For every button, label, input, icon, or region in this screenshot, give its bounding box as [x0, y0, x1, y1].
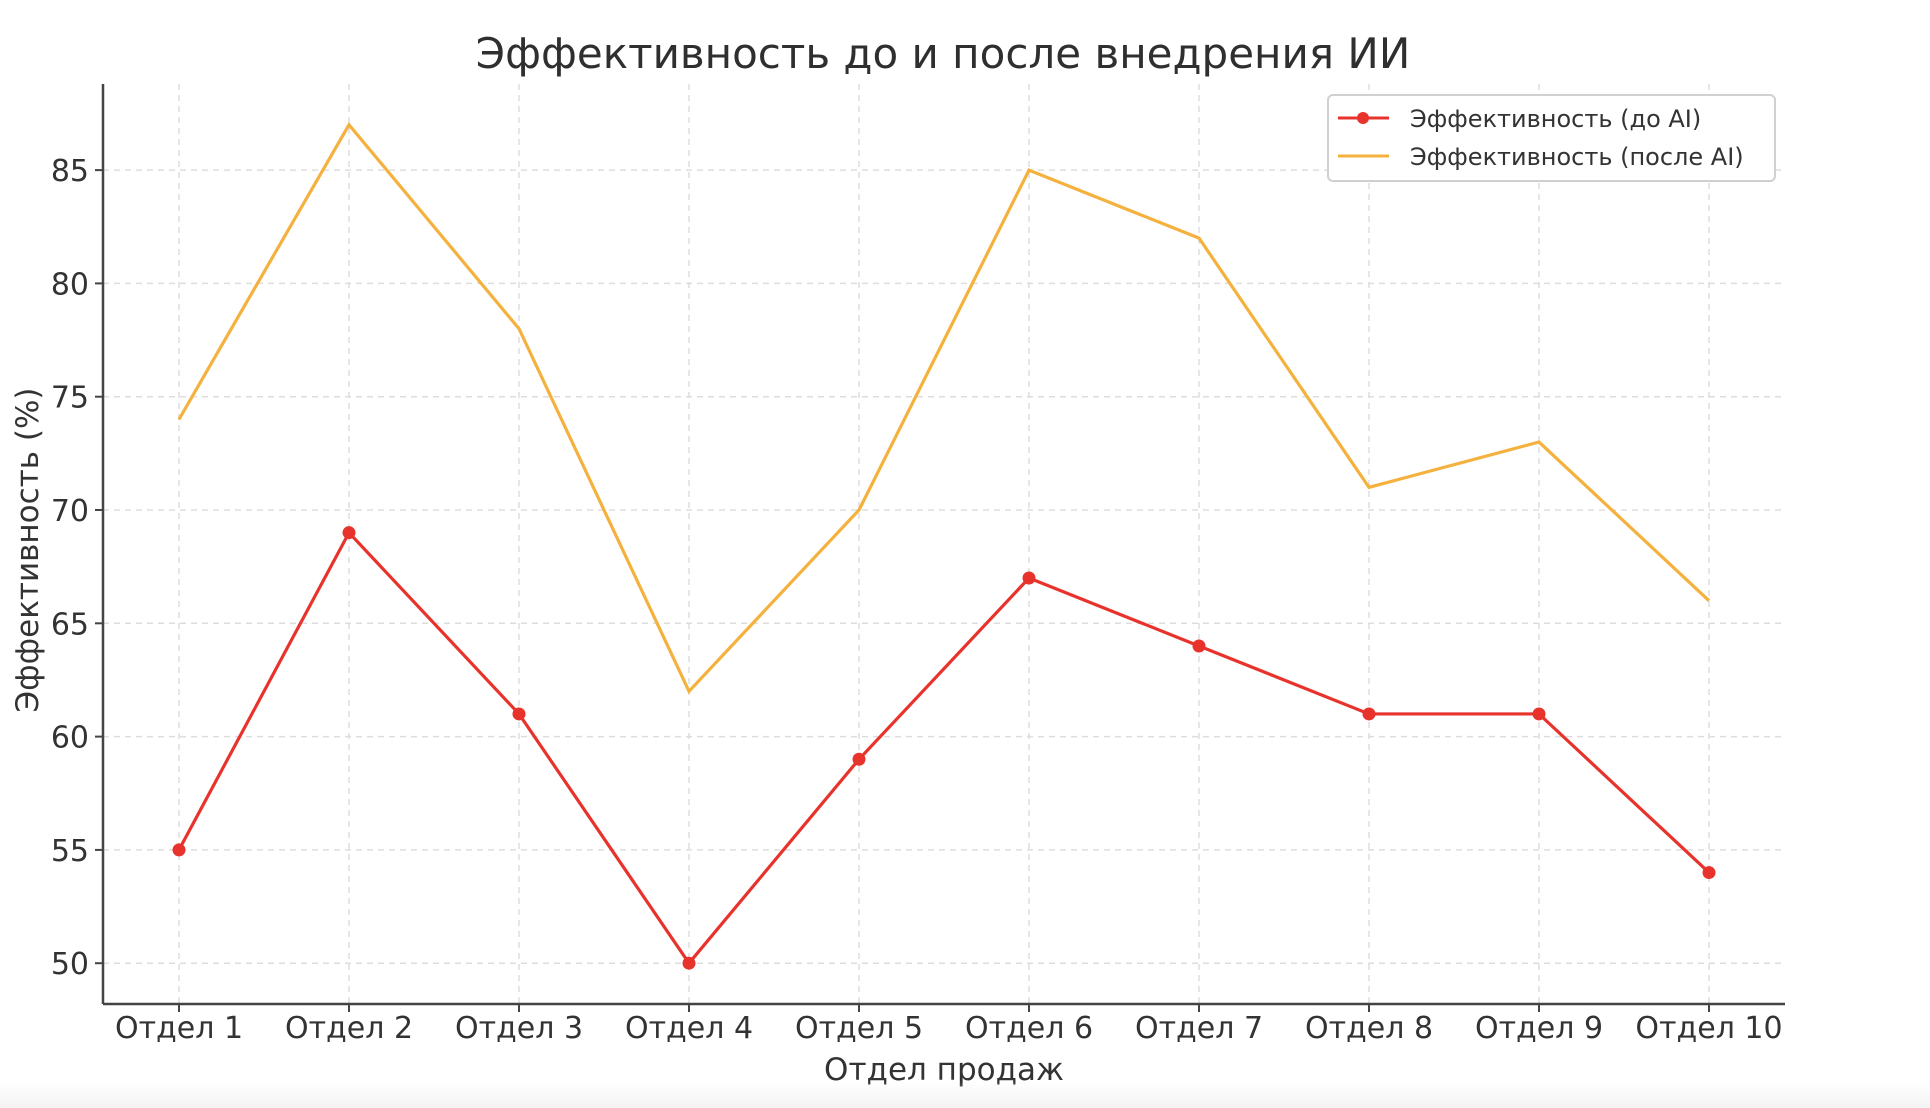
- data-point-1-7: [1192, 639, 1206, 653]
- y-axis-ticks: 50 55 60 65 70 75 80 85: [51, 154, 103, 982]
- data-point-1-6: [1022, 571, 1036, 585]
- bottom-fade: [0, 1082, 1930, 1108]
- y-tick-label-70: 70: [51, 494, 89, 529]
- y-tick-label-75: 75: [51, 381, 89, 416]
- data-point-1-9: [1532, 707, 1546, 721]
- legend: Эффективность (до AI) Эффективность (пос…: [1327, 94, 1776, 182]
- y-tick-label-80: 80: [51, 267, 89, 302]
- x-tick-label-6: Отдел 6: [965, 1011, 1093, 1046]
- x-tick-label-5: Отдел 5: [795, 1011, 923, 1046]
- data-point-1-1: [172, 843, 186, 857]
- data-point-1-5: [852, 752, 866, 766]
- x-tick-label-1: Отдел 1: [115, 1011, 243, 1046]
- x-tick-label-10: Отдел 10: [1635, 1011, 1782, 1046]
- y-axis-label: Эффективность (%): [10, 387, 46, 712]
- y-tick-label-65: 65: [51, 607, 89, 642]
- grid: [103, 84, 1785, 1004]
- y-tick-label-60: 60: [51, 721, 89, 756]
- x-tick-label-9: Отдел 9: [1475, 1011, 1603, 1046]
- y-tick-label-50: 50: [51, 947, 89, 982]
- x-tick-label-8: Отдел 8: [1305, 1011, 1433, 1046]
- data-point-1-4: [682, 956, 696, 970]
- legend-marker-before: [1357, 112, 1369, 124]
- y-tick-label-85: 85: [51, 154, 89, 189]
- series-line-2: [177, 122, 1711, 695]
- y-tick-label-55: 55: [51, 834, 89, 869]
- x-tick-label-3: Отдел 3: [455, 1011, 583, 1046]
- series-line-1: [177, 529, 1711, 966]
- legend-box: [1327, 94, 1776, 182]
- series-markers: [172, 526, 1716, 970]
- data-point-1-2: [342, 526, 356, 540]
- legend-label-before: Эффективность (до AI): [1410, 105, 1701, 133]
- axes: [101, 84, 1785, 1006]
- x-tick-label-2: Отдел 2: [285, 1011, 413, 1046]
- data-point-1-8: [1362, 707, 1376, 721]
- data-point-1-10: [1702, 866, 1716, 880]
- series-lines: [177, 122, 1711, 966]
- legend-label-after: Эффективность (после AI): [1410, 143, 1744, 171]
- x-tick-label-7: Отдел 7: [1135, 1011, 1263, 1046]
- x-axis-ticks: Отдел 1 Отдел 2 Отдел 3 Отдел 4 Отдел 5 Отдел…: [115, 1004, 1783, 1046]
- x-tick-label-4: Отдел 4: [625, 1011, 753, 1046]
- data-point-1-3: [512, 707, 526, 721]
- chart-title: Эффективность до и после внедрения ИИ: [476, 29, 1411, 78]
